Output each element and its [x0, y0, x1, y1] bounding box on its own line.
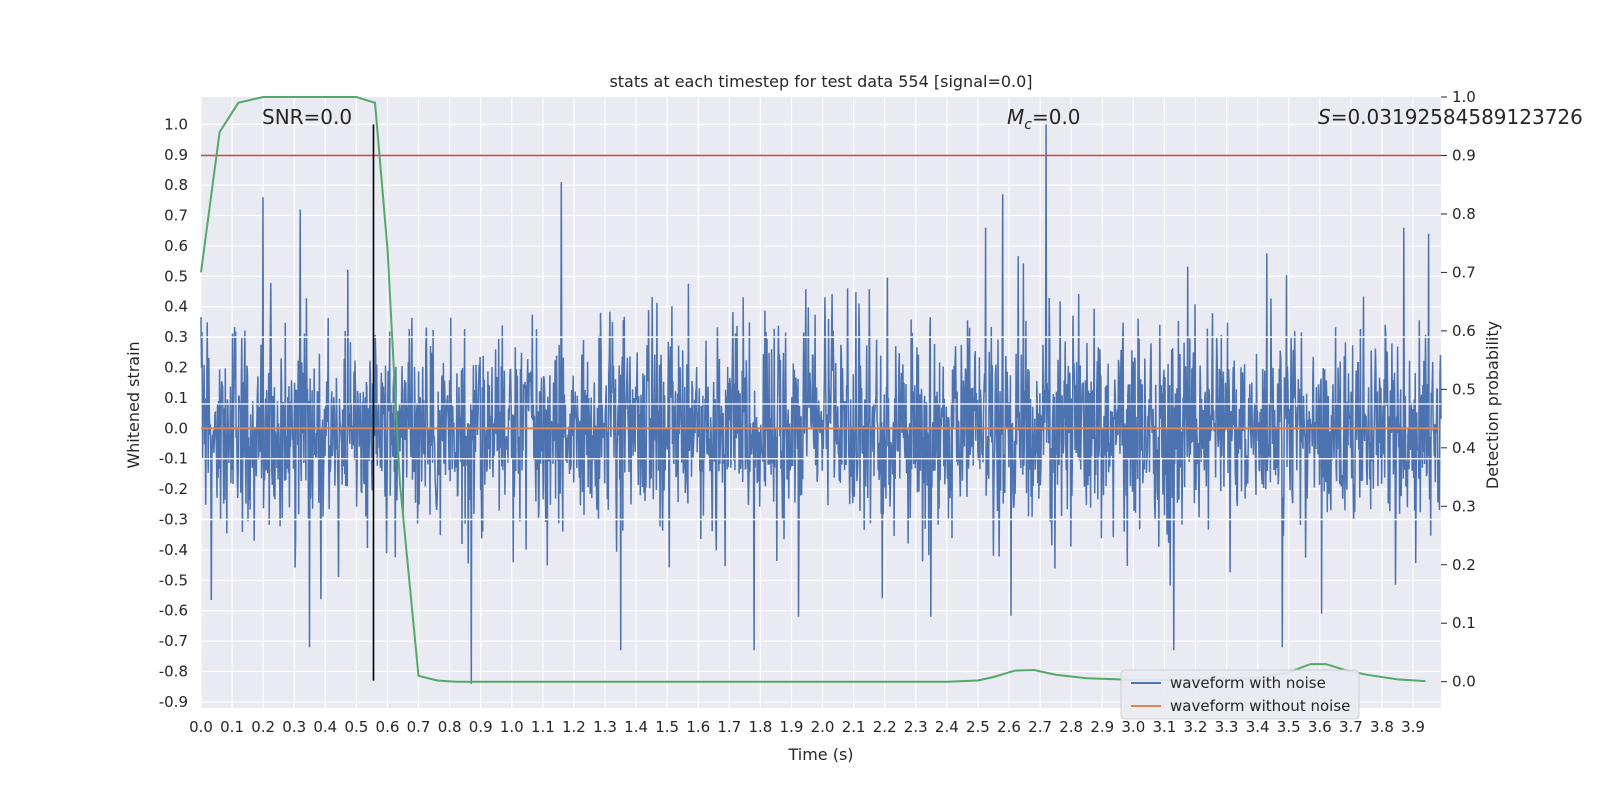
x-tick-label: 0.3: [282, 718, 306, 736]
x-tick-label: 0.2: [251, 718, 275, 736]
series-waveform-with-noise: [200, 124, 1442, 684]
x-tick-label: 0.4: [313, 718, 337, 736]
x-tick-label: 1.4: [624, 718, 648, 736]
y2-tick-label: 0.6: [1452, 322, 1476, 340]
y-tick-label: -0.8: [159, 663, 188, 681]
y2-tick-label: 0.3: [1452, 497, 1476, 515]
y-tick-label: -0.1: [159, 450, 188, 468]
x-tick-label: 1.7: [717, 718, 741, 736]
x-tick-label: 3.0: [1121, 718, 1145, 736]
x-tick-label: 2.1: [842, 718, 866, 736]
x-tick-label: 2.7: [1028, 718, 1052, 736]
x-tick-label: 2.4: [935, 718, 959, 736]
chirp-mass-annotation: Mc=0.0: [1007, 105, 1081, 133]
score-annotation: S=0.03192584589123726: [1318, 105, 1583, 129]
x-tick-label: 1.2: [562, 718, 586, 736]
x-tick-label: 2.3: [904, 718, 928, 736]
y-tick-label: 0.2: [164, 359, 188, 377]
snr-annotation: SNR=0.0: [262, 105, 352, 129]
y-tick-label: 0.5: [164, 267, 188, 285]
y-tick-label: 0.0: [164, 419, 188, 437]
y2-tick-label: 0.9: [1452, 146, 1476, 164]
mc-symbol: M: [1007, 105, 1024, 129]
x-tick-label: 0.5: [344, 718, 368, 736]
y2-tick-label: 0.8: [1452, 205, 1476, 223]
y-tick-label: 0.6: [164, 237, 188, 255]
y-tick-label: -0.2: [159, 480, 188, 498]
mc-subscript: c: [1024, 117, 1032, 133]
y2-tick-label: 0.0: [1452, 673, 1476, 691]
x-tick-label: 3.4: [1246, 718, 1270, 736]
y-tick-label: 0.7: [164, 207, 188, 225]
x-tick-label: 0.7: [407, 718, 431, 736]
axes-layer: 0.0 0.1 0.2 0.3 0.4 0.5 0.6 0.7 0.8 0.9 1.0 1.1 1.2 1…: [159, 88, 1476, 736]
y2-tick-label: 0.1: [1452, 614, 1476, 632]
x-tick-label: 2.5: [966, 718, 990, 736]
y-tick-label: 0.4: [164, 298, 188, 316]
x-tick-label: 1.8: [748, 718, 772, 736]
x-tick-label: 3.9: [1401, 718, 1425, 736]
s-symbol: S: [1318, 105, 1331, 129]
s-value: =0.03192584589123726: [1331, 105, 1583, 129]
x-tick-label: 3.1: [1152, 718, 1176, 736]
x-tick-label: 2.9: [1090, 718, 1114, 736]
x-tick-label: 2.2: [873, 718, 897, 736]
x-tick-label: 1.3: [593, 718, 617, 736]
y-axis-label: Whitened strain: [124, 341, 143, 468]
x-tick-label: 1.9: [780, 718, 804, 736]
y-tick-label: -0.5: [159, 571, 188, 589]
x-tick-label: 2.0: [811, 718, 835, 736]
x-tick-label: 0.9: [469, 718, 493, 736]
x-tick-label: 3.6: [1308, 718, 1332, 736]
y2-tick-label: 0.7: [1452, 263, 1476, 281]
y-tick-label: 0.9: [164, 146, 188, 164]
x-tick-label: 1.1: [531, 718, 555, 736]
y2-tick-label: 0.5: [1452, 380, 1476, 398]
series-detection-probability: [200, 96, 1426, 683]
x-tick-label: 0.8: [438, 718, 462, 736]
chart-title: stats at each timestep for test data 554…: [609, 72, 1032, 91]
mc-value: =0.0: [1032, 105, 1081, 129]
x-tick-label: 2.8: [1059, 718, 1083, 736]
y-tick-label: -0.9: [159, 693, 188, 711]
y2-tick-label: 1.0: [1452, 88, 1476, 106]
x-tick-label: 3.5: [1277, 718, 1301, 736]
y-tick-label: 0.8: [164, 176, 188, 194]
y2-tick-label: 0.4: [1452, 439, 1476, 457]
y-tick-label: -0.6: [159, 602, 188, 620]
x-tick-label: 1.6: [686, 718, 710, 736]
y-tick-label: 0.1: [164, 389, 188, 407]
y-tick-label: -0.7: [159, 632, 188, 650]
x-tick-label: 1.5: [655, 718, 679, 736]
y-tick-label: 0.3: [164, 328, 188, 346]
x-tick-label: 0.6: [376, 718, 400, 736]
x-tick-label: 2.6: [997, 718, 1021, 736]
y-tick-label: 1.0: [164, 115, 188, 133]
legend-label-noise: waveform with noise: [1170, 674, 1326, 692]
x-tick-label: 1.0: [500, 718, 524, 736]
y-tick-label: -0.4: [159, 541, 188, 559]
series-layer: [200, 96, 1442, 684]
x-tick-label: 3.2: [1184, 718, 1208, 736]
x-tick-label: 3.3: [1215, 718, 1239, 736]
x-axis-label: Time (s): [787, 745, 853, 764]
x-tick-label: 0.0: [189, 718, 213, 736]
x-tick-label: 3.8: [1370, 718, 1394, 736]
legend: waveform with noise waveform without noi…: [1120, 669, 1360, 720]
y-tick-label: -0.3: [159, 511, 188, 529]
y2-tick-label: 0.2: [1452, 556, 1476, 574]
legend-label-clean: waveform without noise: [1170, 697, 1350, 715]
x-tick-label: 0.1: [220, 718, 244, 736]
legend-box: [1120, 669, 1360, 720]
x-tick-label: 3.7: [1339, 718, 1363, 736]
y2-axis-label: Detection probability: [1483, 321, 1502, 489]
